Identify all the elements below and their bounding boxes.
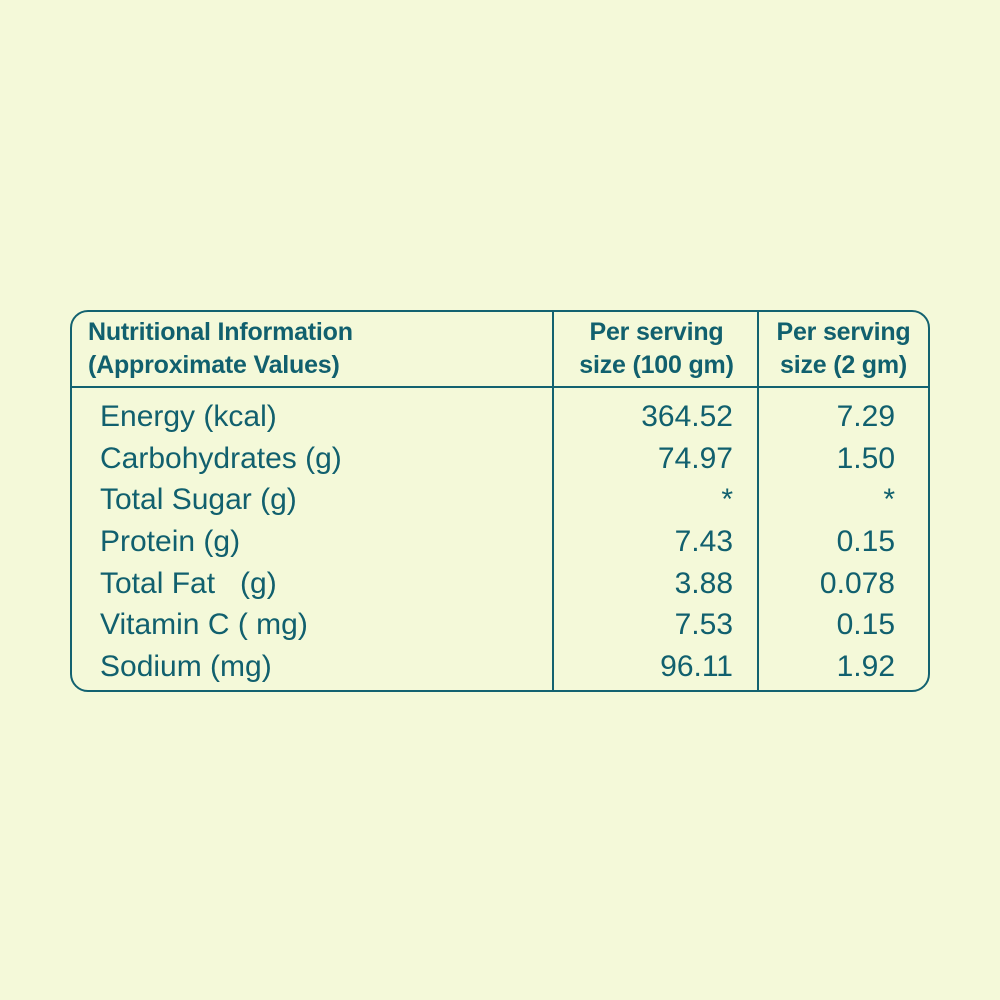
table-row-total-fat: Total Fat (g) 3.88 0.078: [72, 563, 928, 605]
header-per-serving-2gm: Per serving size (2 gm): [759, 312, 928, 386]
table-row-protein: Protein (g) 7.43 0.15: [72, 521, 928, 563]
value-per-100gm: 3.88: [674, 566, 733, 600]
column-divider-2: [757, 312, 759, 690]
value-per-2gm: 0.15: [836, 525, 895, 559]
header-2gm-line2: size (2 gm): [780, 351, 907, 379]
header-2gm-line1: Per serving: [776, 318, 911, 346]
value-per-2gm: 1.92: [836, 650, 895, 684]
table-row-energy: Energy (kcal) 364.52 7.29: [72, 396, 928, 438]
nutrient-label: Energy (kcal): [100, 399, 277, 433]
value-per-100gm: 7.43: [674, 525, 733, 559]
value-per-100gm: 364.52: [641, 399, 733, 433]
header-info-line2: (Approximate Values): [88, 351, 340, 379]
value-per-2gm: 0.15: [836, 608, 895, 642]
value-per-100gm: 74.97: [657, 441, 733, 475]
table-header-row: Nutritional Information (Approximate Val…: [72, 312, 928, 386]
header-info-line1: Nutritional Information: [88, 318, 353, 346]
value-per-2gm: 1.50: [836, 441, 895, 475]
value-per-2gm: *: [883, 483, 895, 517]
nutrition-table: Nutritional Information (Approximate Val…: [70, 310, 930, 692]
value-per-2gm: 0.078: [819, 566, 895, 600]
nutrient-label: Carbohydrates (g): [100, 441, 342, 475]
value-per-100gm: 96.11: [660, 650, 733, 684]
nutrient-label: Total Fat (g): [100, 566, 277, 600]
nutrient-label: Protein (g): [100, 525, 241, 559]
header-100gm-line2: size (100 gm): [579, 351, 734, 379]
table-row-total-sugar: Total Sugar (g) * *: [72, 479, 928, 521]
nutrient-label: Sodium (mg): [100, 650, 272, 684]
table-row-vitamin-c: Vitamin C ( mg) 7.53 0.15: [72, 605, 928, 647]
value-per-2gm: 7.29: [836, 399, 895, 433]
nutrient-label: Vitamin C ( mg): [100, 608, 308, 642]
nutrient-label: Total Sugar (g): [100, 483, 297, 517]
header-separator: [72, 386, 928, 388]
table-body: Energy (kcal) 364.52 7.29 Carbohydrates …: [72, 388, 928, 690]
header-100gm-line1: Per serving: [589, 318, 724, 346]
value-per-100gm: 7.53: [674, 608, 733, 642]
header-per-serving-100gm: Per serving size (100 gm): [554, 312, 759, 386]
header-nutritional-information: Nutritional Information (Approximate Val…: [72, 312, 554, 386]
column-divider-1: [552, 312, 554, 690]
table-row-sodium: Sodium (mg) 96.11 1.92: [72, 646, 928, 688]
value-per-100gm: *: [721, 483, 733, 517]
table-row-carbohydrates: Carbohydrates (g) 74.97 1.50: [72, 438, 928, 480]
